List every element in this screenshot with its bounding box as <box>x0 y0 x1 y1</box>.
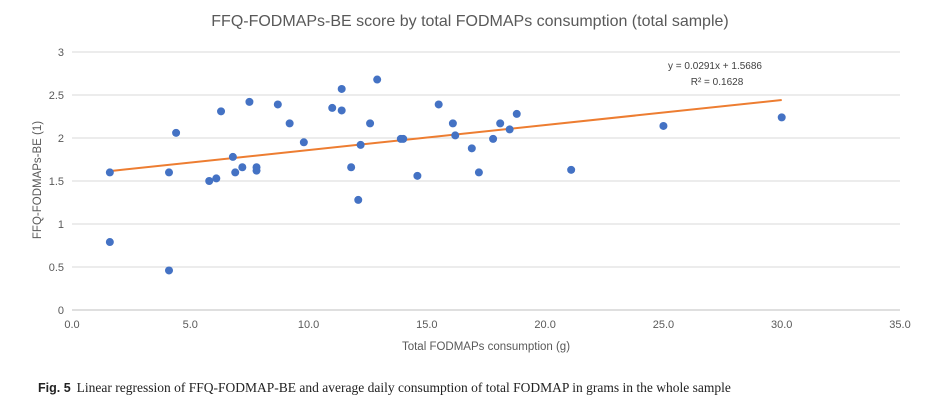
data-point <box>512 109 521 118</box>
data-point <box>238 163 247 172</box>
data-point <box>299 138 308 147</box>
x-tick-label: 10.0 <box>298 319 319 331</box>
y-axis-title: FFQ-FODMAPs-BE (1) <box>32 121 44 239</box>
data-point <box>467 144 476 153</box>
data-point <box>328 103 337 112</box>
data-point <box>231 168 240 177</box>
data-point <box>252 166 261 175</box>
data-point <box>285 119 294 128</box>
data-point <box>273 100 282 109</box>
data-point <box>489 134 498 143</box>
y-tick-label: 1.5 <box>49 176 64 188</box>
data-point <box>337 84 346 93</box>
data-point <box>105 168 114 177</box>
y-tick-label: 0.5 <box>49 262 64 274</box>
data-point <box>245 97 254 106</box>
y-tick-label: 1 <box>58 219 64 231</box>
data-point <box>172 128 181 137</box>
data-point <box>777 113 786 122</box>
x-tick-label: 0.0 <box>64 319 79 331</box>
trendline <box>109 99 782 173</box>
chart-title: FFQ-FODMAPs-BE score by total FODMAPs co… <box>211 13 728 30</box>
y-tick-label: 3 <box>58 47 64 59</box>
data-point <box>354 195 363 204</box>
x-tick-label: 15.0 <box>416 319 437 331</box>
data-point <box>356 140 365 149</box>
data-point <box>164 168 173 177</box>
x-axis-ticks: 0.0 5.0 10.0 15.0 20.0 25.0 30.0 35.0 <box>64 319 910 331</box>
data-point <box>205 177 214 185</box>
x-tick-label: 35.0 <box>889 319 910 331</box>
data-point <box>399 134 408 143</box>
data-point <box>451 131 460 140</box>
data-points <box>105 75 786 275</box>
x-axis-title: Total FODMAPs consumption (g) <box>402 341 570 353</box>
data-point <box>105 238 114 247</box>
x-tick-label: 5.0 <box>183 319 198 331</box>
data-point <box>164 266 173 275</box>
x-tick-label: 25.0 <box>653 319 674 331</box>
x-tick-label: 20.0 <box>534 319 555 331</box>
data-point <box>212 174 221 183</box>
y-tick-label: 2 <box>58 133 64 145</box>
data-point <box>217 107 226 116</box>
data-point <box>448 119 457 128</box>
figure-caption: Fig. 5 Linear regression of FFQ-FODMAP-BE… <box>38 380 731 396</box>
data-point <box>659 121 668 130</box>
data-point <box>505 125 514 134</box>
figure-caption-text: Linear regression of FFQ-FODMAP-BE and a… <box>76 380 731 395</box>
y-axis-ticks: 0 0.5 1 1.5 2 2.5 3 <box>49 47 64 317</box>
y-tick-label: 0 <box>58 305 64 317</box>
scatter-chart: FFQ-FODMAPs-BE score by total FODMAPs co… <box>32 13 911 353</box>
data-point <box>373 75 382 84</box>
data-point <box>496 119 505 128</box>
data-point <box>337 106 346 115</box>
y-tick-label: 2.5 <box>49 90 64 102</box>
data-point <box>413 171 422 180</box>
gridlines <box>72 51 900 311</box>
trendline-r-squared: R² = 0.1628 <box>691 77 744 88</box>
data-point <box>567 165 576 174</box>
data-point <box>474 168 483 177</box>
data-point <box>228 152 237 161</box>
x-tick-label: 30.0 <box>771 319 792 331</box>
trendline-equation: y = 0.0291x + 1.5686 <box>668 61 762 72</box>
figure-label: Fig. 5 <box>38 381 71 395</box>
data-point <box>366 119 375 128</box>
data-point <box>434 100 443 109</box>
data-point <box>347 163 356 172</box>
